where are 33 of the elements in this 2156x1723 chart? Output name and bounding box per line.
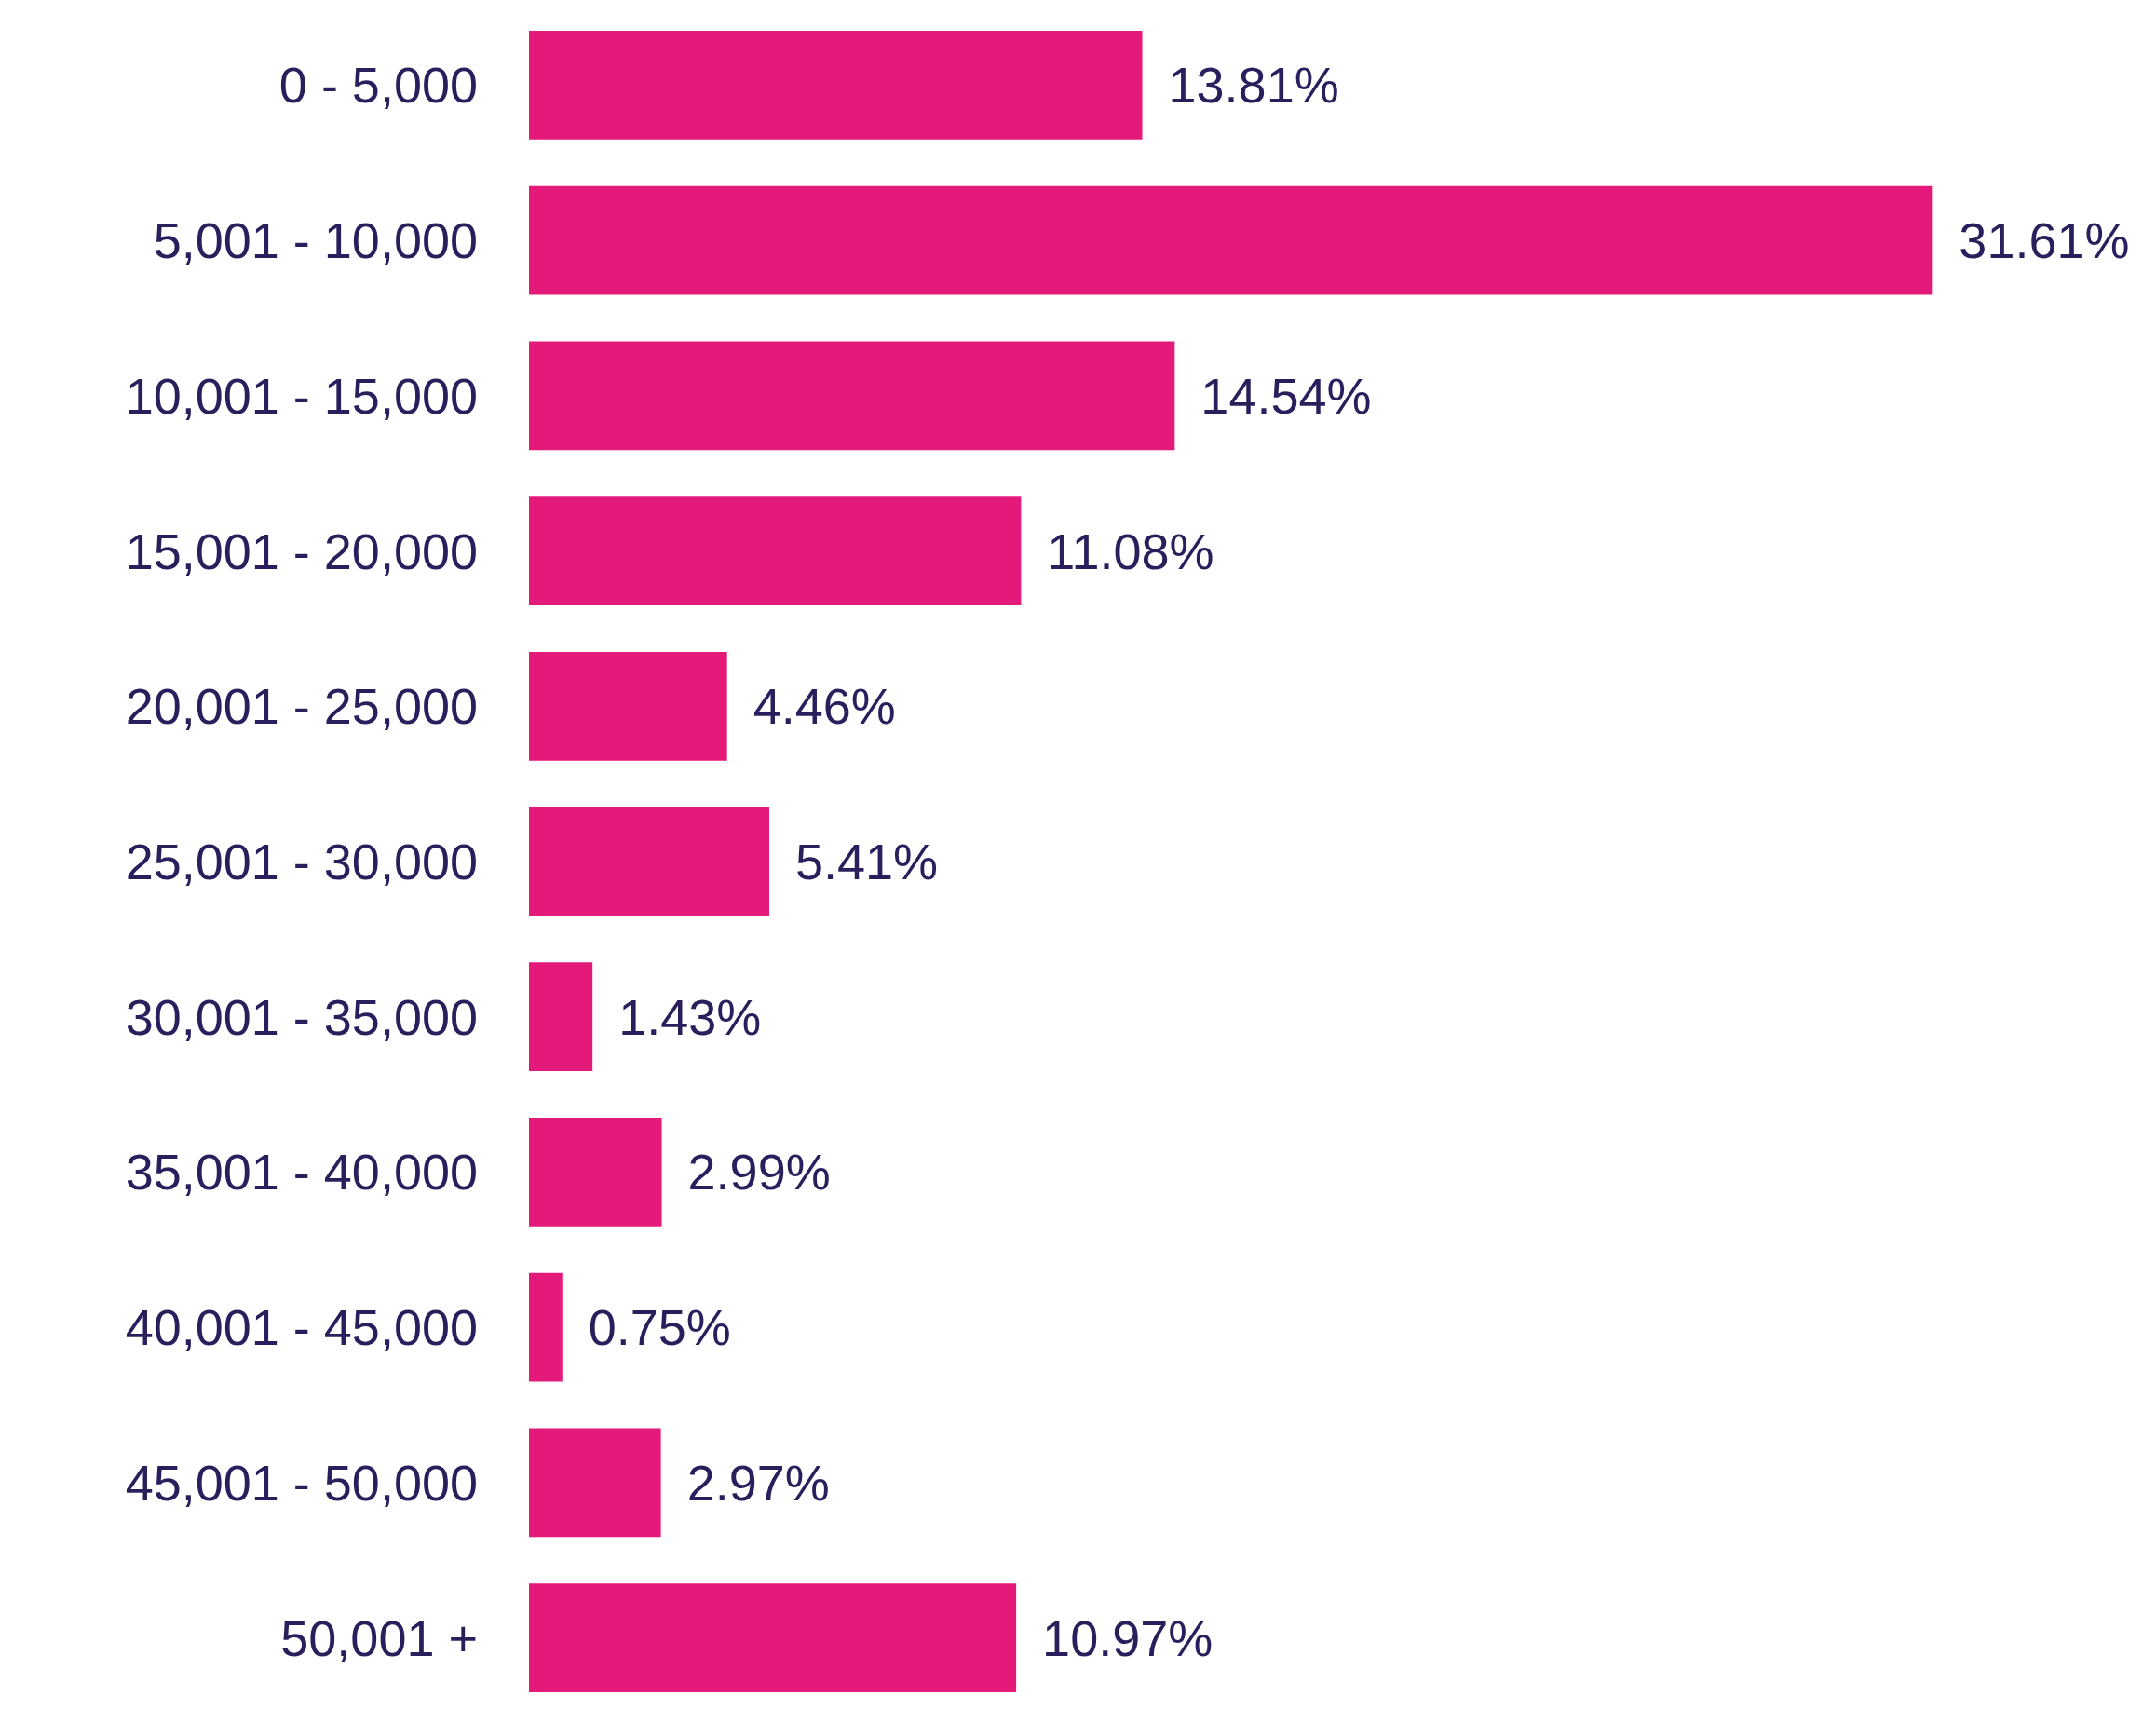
bar bbox=[529, 31, 1143, 140]
y-tick-label: 45,001 - 50,000 bbox=[125, 1454, 478, 1511]
data-label: 0.75% bbox=[588, 1299, 731, 1356]
data-label: 13.81% bbox=[1168, 57, 1339, 114]
y-tick-label: 40,001 - 45,000 bbox=[125, 1299, 478, 1356]
data-label: 2.97% bbox=[686, 1454, 830, 1511]
y-tick-label: 15,001 - 20,000 bbox=[125, 522, 478, 579]
bar bbox=[529, 1583, 1017, 1692]
data-label: 11.08% bbox=[1047, 522, 1214, 579]
bar bbox=[529, 496, 1022, 605]
data-label: 31.61% bbox=[1959, 212, 2130, 269]
y-tick-label: 0 - 5,000 bbox=[278, 57, 478, 114]
y-tick-label: 20,001 - 25,000 bbox=[125, 678, 478, 735]
bar bbox=[529, 962, 593, 1072]
data-label: 2.99% bbox=[687, 1144, 831, 1201]
bar bbox=[529, 1272, 563, 1382]
y-tick-label: 50,001 + bbox=[280, 1609, 478, 1666]
bar bbox=[529, 807, 769, 916]
y-tick-label: 35,001 - 40,000 bbox=[125, 1144, 478, 1201]
bar bbox=[529, 341, 1175, 451]
bar bbox=[529, 1118, 662, 1227]
data-label: 5.41% bbox=[794, 834, 939, 889]
y-tick-label: 10,001 - 15,000 bbox=[125, 367, 478, 424]
bar bbox=[529, 185, 1933, 295]
bar bbox=[529, 1428, 661, 1538]
bar bbox=[529, 651, 727, 761]
data-label: 4.46% bbox=[753, 678, 896, 735]
y-tick-label: 30,001 - 35,000 bbox=[125, 988, 478, 1045]
data-label: 14.54% bbox=[1200, 367, 1372, 424]
data-label: 10.97% bbox=[1042, 1609, 1214, 1666]
y-tick-label: 25,001 - 30,000 bbox=[125, 834, 478, 889]
y-tick-label: 5,001 - 10,000 bbox=[153, 212, 478, 269]
data-label: 1.43% bbox=[618, 988, 762, 1045]
